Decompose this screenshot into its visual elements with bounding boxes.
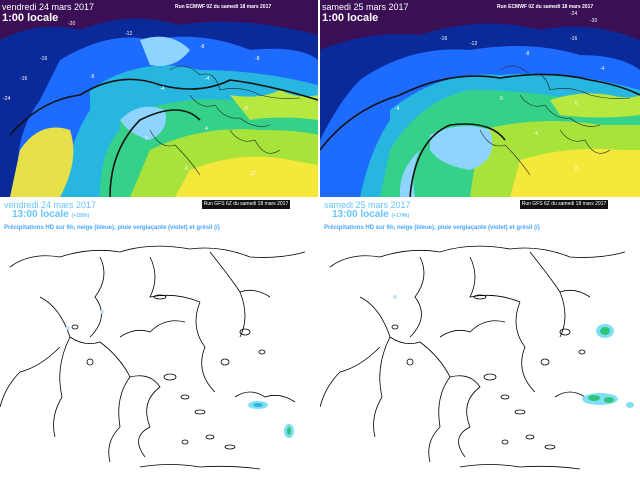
temp-label: -8 <box>90 74 95 80</box>
temp-label: -24 <box>570 11 577 17</box>
model-run: Run GFS 6Z du samedi 18 mars 2017 <box>202 200 290 209</box>
forecast-lead-time: (+174h) <box>391 213 410 219</box>
temperature-map-saturday: -24 -20 -16 -16 -12 -8 -4 -4 0 0 4 8 sam… <box>320 0 640 197</box>
temp-label: -4 <box>395 106 400 112</box>
temp-label: 8 <box>575 166 578 172</box>
greece-outline-map <box>320 245 634 470</box>
forecast-date: vendredi 24 mars 2017 <box>4 200 97 210</box>
model-run: Run ECMWF 0Z du samedi 18 mars 2017 <box>175 4 272 10</box>
temp-label: -16 <box>570 36 577 42</box>
forecast-lead-time: (+150h) <box>71 213 90 219</box>
model-run: Run ECMWF 0Z du samedi 18 mars 2017 <box>497 4 594 10</box>
temp-label: 0 <box>245 106 248 112</box>
model-run: Run GFS 6Z du samedi 18 mars 2017 <box>520 200 608 209</box>
temp-label: -16 <box>440 36 447 42</box>
temp-label: 4 <box>205 126 208 132</box>
forecast-date: samedi 25 mars 2017 <box>324 200 411 210</box>
forecast-date: samedi 25 mars 2017 <box>322 2 409 12</box>
forecast-time: 1:00 locale <box>322 12 379 24</box>
precipitation-map-friday: vendredi 24 mars 2017 13:00 locale (+150… <box>0 197 318 481</box>
temperature-map-friday: -24 -16 -20 -16 -12 -8 -8 -8 -4 -4 0 0 4… <box>0 0 318 197</box>
forecast-date: vendredi 24 mars 2017 <box>2 2 95 12</box>
forecast-time: 13:00 locale (+174h) <box>332 209 409 222</box>
temp-label: 0 <box>145 136 148 142</box>
forecast-time-value: 13:00 locale <box>332 209 389 220</box>
greece-outline-map <box>0 245 306 470</box>
precipitation-map-saturday: samedi 25 mars 2017 13:00 locale (+174h)… <box>320 197 640 481</box>
temp-label: -4 <box>600 66 605 72</box>
temp-label: 4 <box>535 131 538 137</box>
temperature-field: -24 -20 -16 -16 -12 -8 -4 -4 0 0 4 8 <box>320 0 640 197</box>
temperature-field: -24 -16 -20 -16 -12 -8 -8 -8 -4 -4 0 0 4… <box>0 0 318 197</box>
temp-label: -20 <box>68 21 75 27</box>
temp-label: 12 <box>250 171 256 177</box>
forecast-time: 1:00 locale <box>2 12 59 24</box>
forecast-time: 13:00 locale (+150h) <box>12 209 89 222</box>
temp-label: -8 <box>525 51 530 57</box>
temp-label: -12 <box>125 31 132 37</box>
temp-label: 0 <box>575 101 578 107</box>
temp-label: -8 <box>200 44 205 50</box>
temp-label: -8 <box>255 56 260 62</box>
temp-label: 8 <box>185 166 188 172</box>
temp-label: -24 <box>3 96 10 102</box>
temp-label: -16 <box>40 56 47 62</box>
temp-label: -4 <box>160 86 165 92</box>
legend-description: Précipitations HD sur 6h, neige (bleue),… <box>324 225 540 231</box>
temp-label: -20 <box>590 18 597 24</box>
legend-description: Précipitations HD sur 6h, neige (bleue),… <box>4 225 220 231</box>
temp-label: -16 <box>20 76 27 82</box>
temp-label: -12 <box>470 41 477 47</box>
temp-label: -4 <box>205 76 210 82</box>
temp-label: 0 <box>500 96 503 102</box>
forecast-time-value: 13:00 locale <box>12 209 69 220</box>
